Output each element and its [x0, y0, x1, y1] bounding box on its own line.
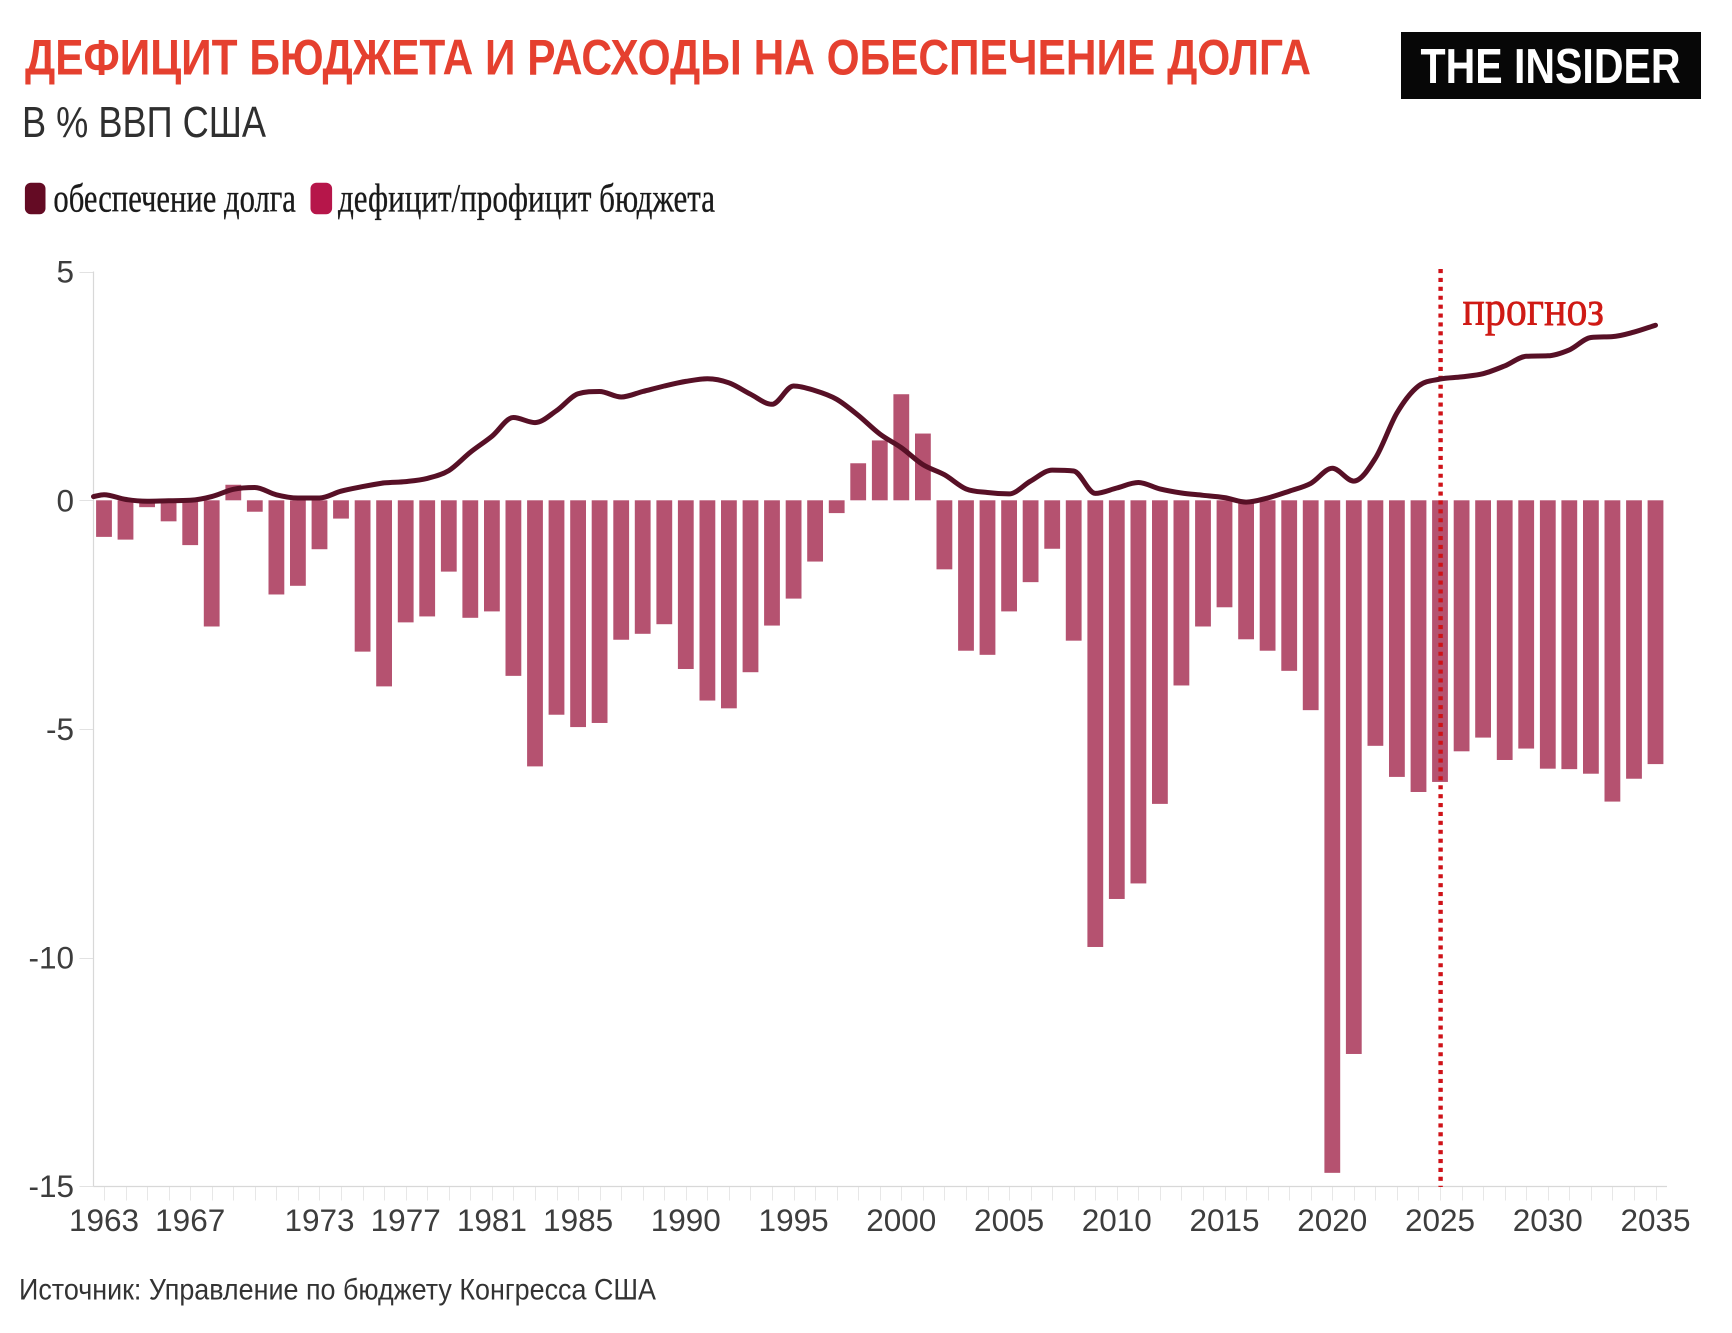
svg-text:5: 5 — [56, 254, 74, 290]
svg-text:Источник: Управление по бюджет: Источник: Управление по бюджету Конгресс… — [19, 1274, 656, 1307]
svg-text:1995: 1995 — [759, 1202, 829, 1238]
svg-text:2020: 2020 — [1297, 1202, 1367, 1238]
svg-text:2035: 2035 — [1620, 1202, 1690, 1238]
svg-text:дефицит/профицит бюджета: дефицит/профицит бюджета — [338, 176, 715, 221]
svg-text:-5: -5 — [46, 711, 74, 747]
svg-text:1963: 1963 — [69, 1202, 139, 1238]
svg-text:2025: 2025 — [1405, 1202, 1475, 1238]
svg-text:обеспечение долга: обеспечение долга — [53, 176, 296, 221]
svg-text:0: 0 — [56, 482, 74, 518]
svg-text:прогноз: прогноз — [1463, 280, 1605, 336]
svg-text:2010: 2010 — [1082, 1202, 1152, 1238]
svg-text:-10: -10 — [28, 940, 74, 976]
svg-text:1977: 1977 — [371, 1202, 441, 1238]
svg-text:1990: 1990 — [651, 1202, 721, 1238]
svg-text:-15: -15 — [28, 1168, 74, 1204]
svg-text:2030: 2030 — [1513, 1202, 1583, 1238]
svg-text:1967: 1967 — [155, 1202, 225, 1238]
svg-text:1981: 1981 — [457, 1202, 527, 1238]
svg-text:THE INSIDER: THE INSIDER — [1421, 40, 1681, 94]
svg-text:2005: 2005 — [974, 1202, 1044, 1238]
svg-text:В % ВВП США: В % ВВП США — [22, 98, 267, 147]
svg-text:1973: 1973 — [284, 1202, 354, 1238]
svg-text:2000: 2000 — [866, 1202, 936, 1238]
svg-text:2015: 2015 — [1189, 1202, 1259, 1238]
svg-text:ДЕФИЦИТ БЮДЖЕТА И РАСХОДЫ НА О: ДЕФИЦИТ БЮДЖЕТА И РАСХОДЫ НА ОБЕСПЕЧЕНИЕ… — [25, 30, 1311, 86]
svg-text:1985: 1985 — [543, 1202, 613, 1238]
